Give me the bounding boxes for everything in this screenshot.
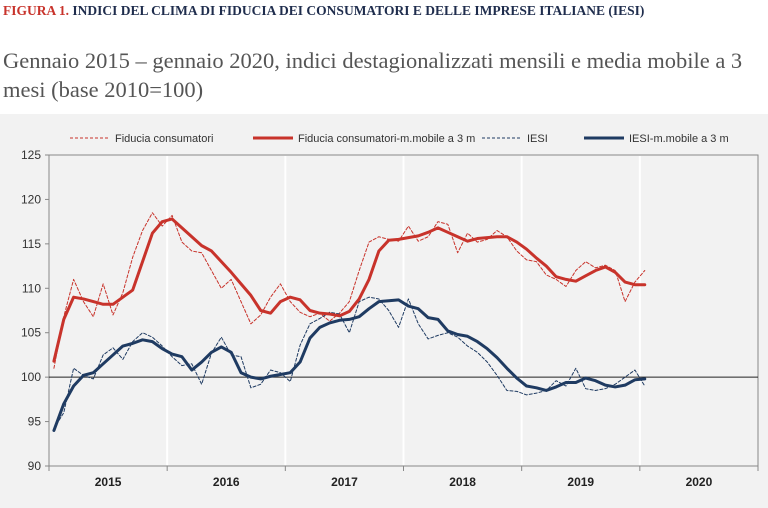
y-tick-label: 95 [28, 415, 42, 429]
legend-label-1: Fiducia consumatori-m.mobile a 3 m [298, 133, 475, 145]
series-line-1 [52, 217, 647, 363]
figure-title: FIGURA 1. INDICI DEL CLIMA DI FIDUCIA DE… [3, 2, 765, 19]
y-tick-label: 110 [22, 281, 41, 295]
x-tick-label: 2017 [331, 475, 358, 489]
figure-subtitle: Gennaio 2015 – gennaio 2020, indici dest… [3, 48, 743, 102]
chart-legend: Fiducia consumatori Fiducia consumatori-m… [70, 133, 729, 145]
y-tick-label: 105 [21, 326, 41, 340]
y-tick-label: 120 [21, 192, 41, 206]
legend-label-2: IESI [527, 133, 548, 145]
y-tick-label: 90 [28, 459, 42, 473]
x-tick-label: 2020 [686, 475, 713, 489]
legend-label-3: IESI-m.mobile a 3 m [629, 133, 729, 145]
y-tick-label: 115 [22, 237, 41, 251]
legend-label-0: Fiducia consumatori [115, 133, 213, 145]
figure-title-text: INDICI DEL CLIMA DI FIDUCIA DEI CONSUMAT… [72, 3, 645, 18]
series-line-3 [52, 298, 647, 432]
x-tick-label: 2015 [95, 475, 122, 489]
y-axis: 90 95 100 105 110 115 120 125 [21, 148, 759, 473]
x-tick-label: 2016 [213, 475, 240, 489]
series-line-0 [53, 212, 646, 369]
year-separators [166, 156, 641, 465]
figure-number: FIGURA 1. [3, 3, 70, 18]
y-tick-label: 100 [21, 370, 41, 384]
x-axis: 2015 2016 2017 2018 2019 2020 [48, 466, 759, 489]
x-tick-label: 2019 [567, 475, 594, 489]
chart-series [52, 212, 647, 432]
x-tick-label: 2018 [449, 475, 476, 489]
line-chart: Fiducia consumatori Fiducia consumatori-m… [0, 114, 768, 508]
y-tick-label: 125 [21, 148, 41, 162]
